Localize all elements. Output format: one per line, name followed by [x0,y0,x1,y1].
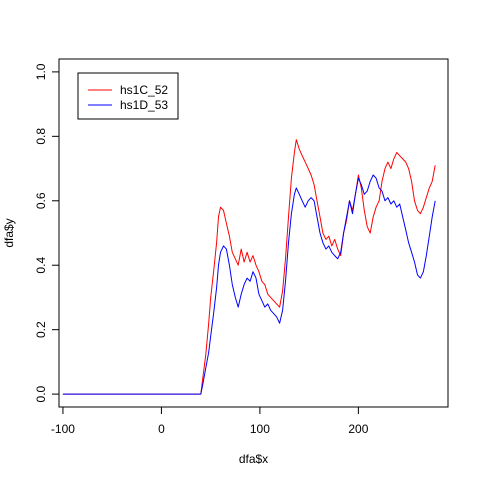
x-axis-title: dfa$x [239,452,268,466]
legend-label-hs1d-53: hs1D_53 [120,98,168,112]
series-line-hs1c-52 [62,139,436,395]
y-tick-label: 0.2 [34,321,48,338]
y-tick-label: 0.8 [34,128,48,145]
x-tick-label: 200 [348,422,368,436]
y-tick-label: 1.0 [34,63,48,80]
series-line-hs1d-53 [62,174,436,395]
y-axis: 0.0 0.2 0.4 0.6 0.8 1.0 [34,63,60,402]
y-tick-label: 0.6 [34,192,48,209]
y-tick-label: 0.4 [34,257,48,274]
x-tick-label: 100 [250,422,270,436]
legend: hs1C_52 hs1D_53 [77,72,179,120]
x-axis: -100 0 100 200 [51,406,369,436]
y-tick-label: 0.0 [34,385,48,402]
x-tick-label: -100 [51,422,75,436]
y-axis-title: dfa$y [2,218,16,247]
legend-label-hs1c-52: hs1C_52 [120,83,168,97]
series-layer [62,139,436,395]
legend-box [77,72,179,120]
x-tick-label: 0 [158,422,165,436]
